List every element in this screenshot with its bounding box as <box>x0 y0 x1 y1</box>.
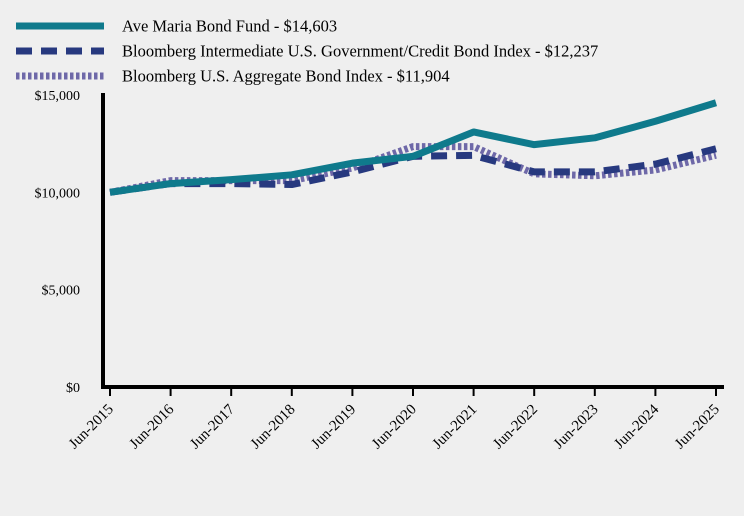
data-point <box>473 155 474 156</box>
data-point <box>534 144 535 145</box>
data-point <box>716 148 717 149</box>
data-point <box>716 102 717 103</box>
data-point <box>594 175 595 176</box>
legend-label: Bloomberg U.S. Aggregate Bond Index - $1… <box>122 67 450 86</box>
x-tick-label: Jun-2015 <box>66 402 117 453</box>
x-tick-label: Jun-2019 <box>308 402 359 453</box>
axes <box>101 93 724 389</box>
data-point <box>655 164 656 165</box>
data-point <box>594 171 595 172</box>
legend: Ave Maria Bond Fund - $14,603 Bloomberg I… <box>16 17 598 86</box>
data-point <box>291 184 292 185</box>
y-tick-label: $10,000 <box>35 186 81 201</box>
data-point <box>594 137 595 138</box>
data-point <box>413 146 414 147</box>
series-line <box>109 99 718 196</box>
data-point <box>655 121 656 122</box>
y-tick-label: $0 <box>66 381 80 396</box>
legend-label: Ave Maria Bond Fund - $14,603 <box>122 17 337 36</box>
x-axis-ticks: Jun-2015 Jun-2016 Jun-2017 Jun-2018 Jun-2019… <box>66 387 723 452</box>
x-tick-label: Jun-2016 <box>127 401 178 452</box>
x-tick-label: Jun-2021 <box>430 402 481 453</box>
data-point <box>231 179 232 180</box>
data-point <box>352 163 353 164</box>
y-tick-label: $5,000 <box>42 284 81 299</box>
x-tick-label: Jun-2017 <box>187 401 238 452</box>
y-axis-ticks: $0 $5,000 $10,000 $15,000 <box>35 89 81 396</box>
x-tick-label: Jun-2023 <box>551 402 602 453</box>
data-point <box>655 169 656 170</box>
data-point <box>413 156 414 157</box>
data-point <box>534 171 535 172</box>
data-point <box>352 171 353 172</box>
data-point <box>170 183 171 184</box>
data-point <box>473 146 474 147</box>
x-tick-label: Jun-2024 <box>611 401 662 452</box>
x-tick-label: Jun-2018 <box>248 402 299 453</box>
x-tick-label: Jun-2025 <box>672 402 723 453</box>
series-layer <box>109 99 718 196</box>
data-point <box>473 131 474 132</box>
x-tick-label: Jun-2020 <box>369 402 420 453</box>
data-point <box>291 174 292 175</box>
legend-label: Bloomberg Intermediate U.S. Government/C… <box>122 42 598 61</box>
y-tick-label: $15,000 <box>35 89 81 104</box>
data-point <box>231 183 232 184</box>
x-tick-label: Jun-2022 <box>490 402 541 453</box>
data-point <box>716 155 717 156</box>
data-point <box>110 192 111 193</box>
data-point <box>352 168 353 169</box>
